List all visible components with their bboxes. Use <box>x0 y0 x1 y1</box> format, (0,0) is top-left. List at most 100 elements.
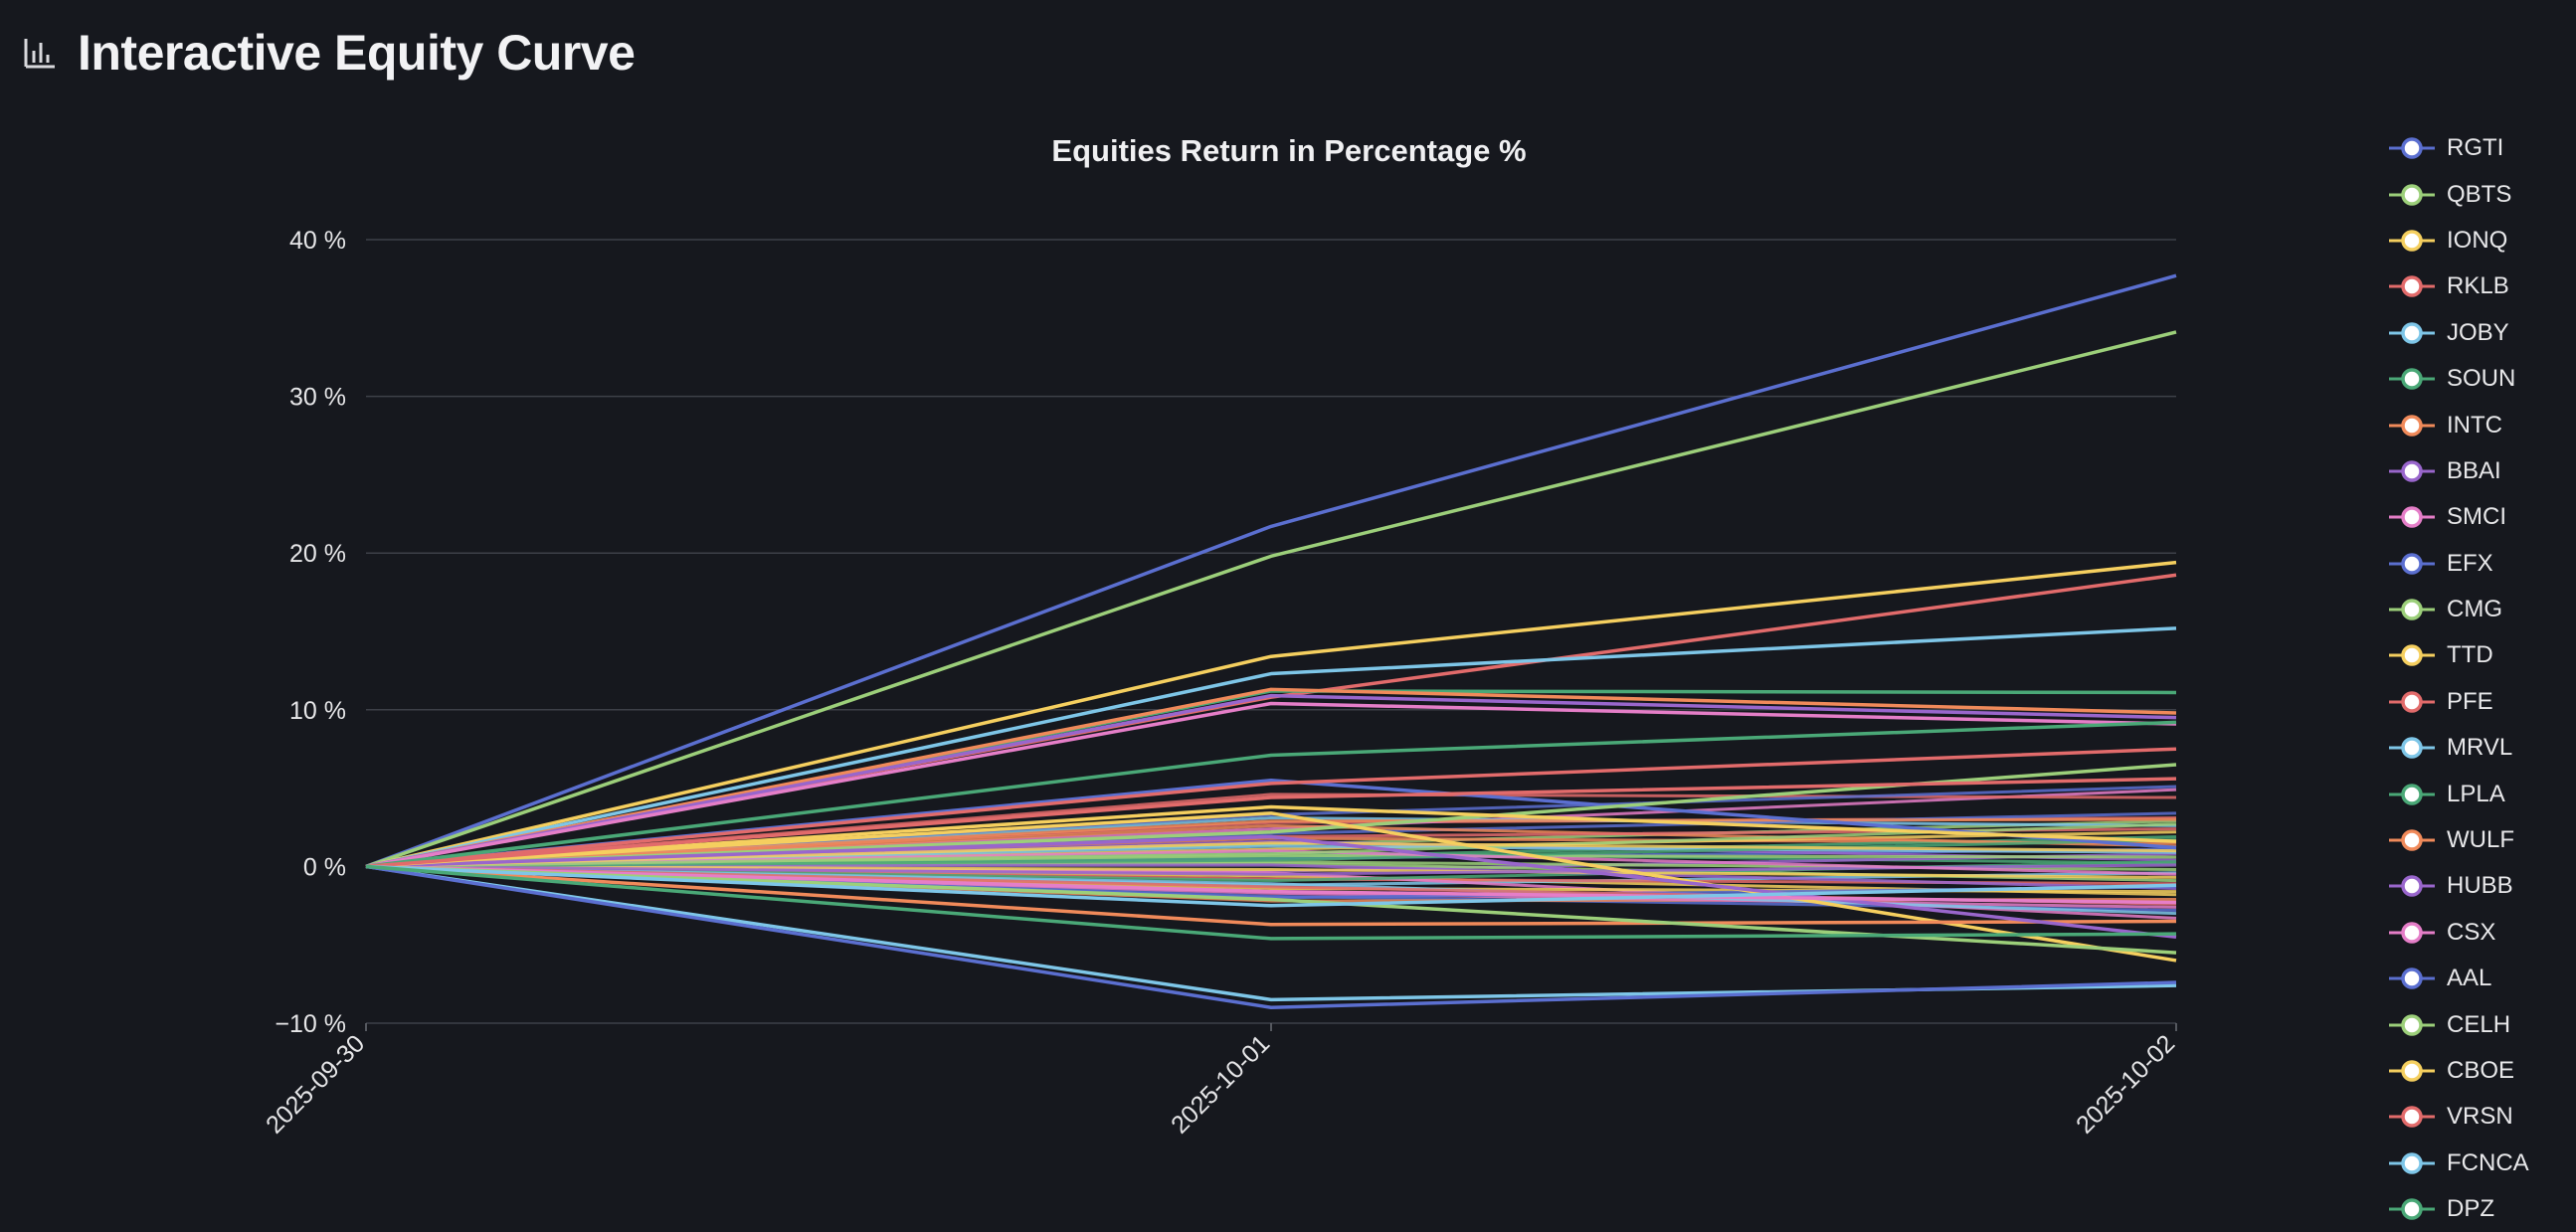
chart-legend: RGTI QBTS IONQ RKLB JOBY SOUN INTC BBAI SMCI EFX C… <box>2387 125 2529 1232</box>
legend-label: BBAI <box>2447 456 2501 484</box>
legend-marker-icon <box>2389 1152 2435 1174</box>
legend-item-hubb[interactable]: HUBB <box>2387 863 2529 909</box>
legend-label: TTD <box>2447 641 2493 669</box>
legend-label: HUBB <box>2447 872 2513 900</box>
series-line-ttd[interactable] <box>365 811 2177 963</box>
series-line-qbts[interactable] <box>365 330 2177 869</box>
legend-label: SMCI <box>2447 503 2506 531</box>
series-lines <box>365 273 2177 1009</box>
legend-item-wulf[interactable]: WULF <box>2387 817 2529 863</box>
legend-marker-icon <box>2389 599 2435 620</box>
series-line-pfe[interactable] <box>365 747 2177 869</box>
legend-label: WULF <box>2447 826 2514 854</box>
series-line-dpz[interactable] <box>365 864 2177 941</box>
legend-marker-icon <box>2389 230 2435 252</box>
legend-item-intc[interactable]: INTC <box>2387 402 2529 447</box>
x-axis-ticks: 2025-09-30 2025-10-01 2025-10-02 <box>261 1023 2180 1140</box>
legend-marker-icon <box>2389 783 2435 805</box>
series-line-lpla[interactable] <box>365 720 2177 869</box>
series-line-hubb[interactable] <box>365 834 2177 940</box>
y-tick-label: 0 % <box>303 853 346 881</box>
legend-item-rklb[interactable]: RKLB <box>2387 264 2529 309</box>
legend-marker-icon <box>2389 460 2435 482</box>
series-line-aal[interactable] <box>365 864 2177 1009</box>
legend-item-ionq[interactable]: IONQ <box>2387 218 2529 264</box>
legend-item-ttd[interactable]: TTD <box>2387 632 2529 678</box>
legend-label: RGTI <box>2447 134 2504 162</box>
series-line-vrsn[interactable] <box>365 777 2177 869</box>
legend-label: CSX <box>2447 918 2496 946</box>
legend-item-aal[interactable]: AAL <box>2387 956 2529 1001</box>
background-series-line <box>365 822 2177 868</box>
legend-marker-icon <box>2389 691 2435 713</box>
bar-chart-icon <box>24 39 55 69</box>
legend-marker-icon <box>2389 737 2435 760</box>
legend-marker-icon <box>2389 368 2435 390</box>
background-series-line <box>365 863 2177 890</box>
legend-label: DPZ <box>2447 1195 2494 1223</box>
series-line-bbai[interactable] <box>365 693 2177 869</box>
legend-marker-icon <box>2389 875 2435 898</box>
series-line-smci[interactable] <box>365 701 2177 869</box>
series-line-wulf[interactable] <box>365 864 2177 927</box>
legend-label: IONQ <box>2447 226 2508 254</box>
y-tick-label: 40 % <box>289 227 346 255</box>
page-title: Interactive Equity Curve <box>78 25 636 81</box>
legend-label: MRVL <box>2447 734 2513 762</box>
legend-label: FCNCA <box>2447 1148 2529 1176</box>
legend-marker-icon <box>2389 414 2435 437</box>
legend-item-bbai[interactable]: BBAI <box>2387 448 2529 494</box>
legend-marker-icon <box>2389 183 2435 206</box>
legend-marker-icon <box>2389 137 2435 159</box>
legend-item-dpz[interactable]: DPZ <box>2387 1186 2529 1232</box>
legend-item-qbts[interactable]: QBTS <box>2387 171 2529 217</box>
legend-item-fcnca[interactable]: FCNCA <box>2387 1141 2529 1186</box>
legend-label: LPLA <box>2447 780 2505 807</box>
legend-label: CMG <box>2447 596 2502 623</box>
series-line-joby[interactable] <box>365 626 2177 869</box>
legend-marker-icon <box>2389 506 2435 529</box>
legend-marker-icon <box>2389 552 2435 575</box>
legend-item-lpla[interactable]: LPLA <box>2387 771 2529 816</box>
legend-marker-icon <box>2389 1198 2435 1220</box>
series-line-csx[interactable] <box>365 864 2177 905</box>
legend-marker-icon <box>2389 644 2435 667</box>
legend-label: QBTS <box>2447 180 2512 208</box>
legend-label: CBOE <box>2447 1057 2515 1084</box>
legend-item-joby[interactable]: JOBY <box>2387 310 2529 356</box>
legend-item-cmg[interactable]: CMG <box>2387 587 2529 632</box>
x-tick-label: 2025-10-01 <box>1166 1029 1275 1139</box>
legend-label: SOUN <box>2447 365 2516 393</box>
legend-marker-icon <box>2389 322 2435 344</box>
legend-marker-icon <box>2389 1106 2435 1129</box>
legend-item-smci[interactable]: SMCI <box>2387 494 2529 540</box>
y-tick-label: −10 % <box>275 1010 346 1038</box>
series-line-ionq[interactable] <box>365 560 2177 869</box>
legend-marker-icon <box>2389 275 2435 298</box>
background-series-line <box>365 863 2177 876</box>
series-line-fcnca[interactable] <box>365 864 2177 908</box>
legend-item-vrsn[interactable]: VRSN <box>2387 1094 2529 1140</box>
legend-item-csx[interactable]: CSX <box>2387 910 2529 956</box>
legend-label: RKLB <box>2447 272 2509 300</box>
legend-item-soun[interactable]: SOUN <box>2387 356 2529 402</box>
legend-marker-icon <box>2389 922 2435 944</box>
legend-label: INTC <box>2447 411 2502 439</box>
y-axis-ticks: 40 % 30 % 20 % 10 % 0 % −10 % <box>275 227 346 1038</box>
legend-marker-icon <box>2389 829 2435 851</box>
legend-item-pfe[interactable]: PFE <box>2387 679 2529 725</box>
legend-item-celh[interactable]: CELH <box>2387 1001 2529 1047</box>
series-line-intc[interactable] <box>365 687 2177 869</box>
legend-marker-icon <box>2389 1060 2435 1082</box>
series-line-cboe[interactable] <box>365 804 2177 869</box>
background-series-line <box>365 864 2177 879</box>
background-series-line <box>365 823 2177 868</box>
x-tick-label: 2025-09-30 <box>261 1029 370 1139</box>
series-line-rgti[interactable] <box>365 273 2177 869</box>
legend-label: VRSN <box>2447 1103 2513 1131</box>
legend-item-rgti[interactable]: RGTI <box>2387 125 2529 171</box>
legend-item-mrvl[interactable]: MRVL <box>2387 725 2529 771</box>
legend-item-efx[interactable]: EFX <box>2387 541 2529 587</box>
legend-item-cboe[interactable]: CBOE <box>2387 1048 2529 1094</box>
